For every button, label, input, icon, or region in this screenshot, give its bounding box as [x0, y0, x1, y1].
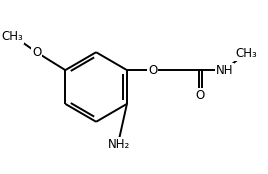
Text: NH: NH	[215, 64, 233, 77]
Text: O: O	[196, 89, 205, 102]
Text: CH₃: CH₃	[2, 30, 24, 43]
Text: O: O	[148, 64, 157, 77]
Text: NH₂: NH₂	[108, 138, 130, 151]
Text: CH₃: CH₃	[235, 47, 257, 60]
Text: O: O	[32, 46, 41, 59]
